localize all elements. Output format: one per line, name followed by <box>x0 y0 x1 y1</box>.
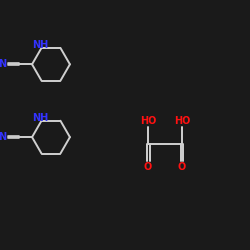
Text: N: N <box>0 59 6 69</box>
Text: O: O <box>178 162 186 172</box>
Text: NH: NH <box>32 40 48 50</box>
Text: N: N <box>0 132 6 142</box>
Text: HO: HO <box>140 116 156 126</box>
Text: NH: NH <box>32 113 48 123</box>
Text: HO: HO <box>174 116 190 126</box>
Text: O: O <box>144 162 152 172</box>
